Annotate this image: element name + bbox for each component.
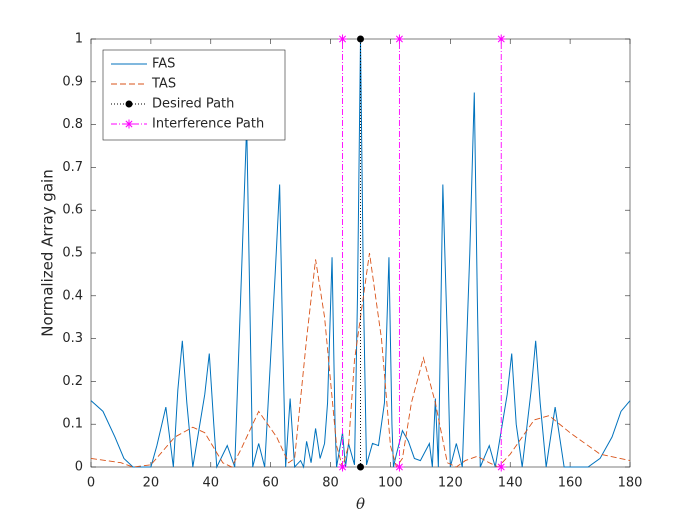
y-tick-label: 0.9 bbox=[62, 74, 83, 89]
series-marker bbox=[338, 462, 348, 472]
y-tick-label: 0.7 bbox=[62, 160, 83, 175]
series-line bbox=[90, 252, 631, 469]
x-tick-label: 0 bbox=[87, 476, 95, 491]
series-marker bbox=[394, 34, 404, 44]
y-tick-label: 1 bbox=[75, 32, 83, 47]
legend-label: Desired Path bbox=[152, 97, 234, 112]
x-tick-label: 120 bbox=[438, 476, 463, 491]
y-tick-label: 0.6 bbox=[62, 203, 83, 218]
y-tick-label: 0.5 bbox=[62, 246, 83, 261]
x-tick-label: 20 bbox=[143, 476, 160, 491]
x-tick-label: 140 bbox=[498, 476, 523, 491]
legend-label: TAS bbox=[151, 77, 176, 92]
y-tick-label: 0.8 bbox=[62, 117, 83, 132]
legend-label: Interference Path bbox=[152, 117, 264, 132]
y-tick-label: 0.1 bbox=[62, 417, 83, 432]
x-tick-label: 100 bbox=[378, 476, 403, 491]
x-tick-label: 60 bbox=[262, 476, 279, 491]
series-line bbox=[90, 38, 631, 469]
y-axis-label: Normalized Array gain bbox=[39, 169, 57, 336]
y-tick-label: 0.3 bbox=[62, 331, 83, 346]
x-tick-label: 40 bbox=[203, 476, 220, 491]
legend: FAS TAS Desired Path Interference Path bbox=[102, 49, 286, 141]
legend-box bbox=[102, 49, 286, 141]
x-tick-label: 160 bbox=[558, 476, 583, 491]
legend-marker bbox=[124, 119, 134, 129]
y-tick-label: 0 bbox=[75, 460, 83, 475]
series-marker bbox=[394, 462, 404, 472]
y-tick-label: 0.2 bbox=[62, 374, 83, 389]
y-tick-label: 0.4 bbox=[62, 288, 83, 303]
series-marker bbox=[338, 34, 348, 44]
x-axis-label: θ bbox=[356, 495, 365, 513]
series-marker bbox=[357, 35, 364, 43]
legend-marker bbox=[125, 100, 133, 108]
series-line bbox=[342, 39, 502, 467]
series-marker bbox=[357, 463, 364, 471]
x-tick-label: 180 bbox=[618, 476, 643, 491]
x-tick-label: 80 bbox=[322, 476, 339, 491]
series-marker bbox=[496, 462, 506, 472]
series-marker bbox=[496, 34, 506, 44]
legend-label: FAS bbox=[152, 57, 175, 72]
